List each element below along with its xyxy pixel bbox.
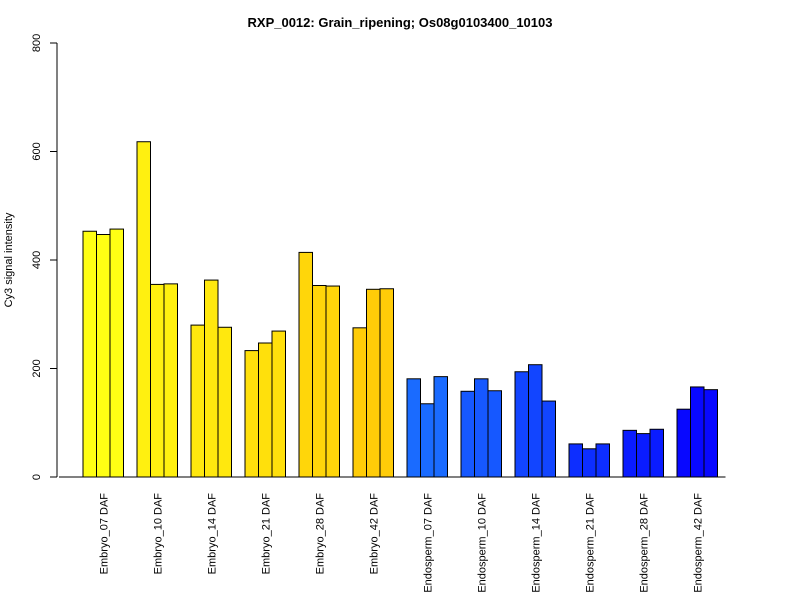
bar xyxy=(487,390,502,478)
x-category-label: Endosperm_14 DAF xyxy=(530,493,542,593)
bar xyxy=(676,408,691,478)
bar xyxy=(244,350,259,478)
y-axis: 0 200 400 600 800 xyxy=(31,34,58,480)
bar xyxy=(514,371,529,478)
bar xyxy=(420,403,435,478)
y-axis-label: Cy3 signal intensity xyxy=(3,212,15,307)
bar xyxy=(541,400,556,478)
y-tick-label: 200 xyxy=(31,359,43,377)
x-category-label: Embryo_28 DAF xyxy=(314,493,326,575)
bar xyxy=(109,228,124,478)
bar xyxy=(433,376,448,478)
bar xyxy=(366,288,381,478)
bar xyxy=(96,234,111,478)
x-category-label: Embryo_21 DAF xyxy=(260,493,272,575)
bar xyxy=(406,378,421,478)
bar xyxy=(325,285,340,478)
bar xyxy=(258,342,273,478)
bar xyxy=(582,448,597,478)
x-category-label: Embryo_10 DAF xyxy=(152,493,164,575)
bar xyxy=(379,288,394,478)
bar xyxy=(312,284,327,478)
x-category-label: Endosperm_07 DAF xyxy=(422,493,434,593)
bar xyxy=(568,443,583,478)
bar xyxy=(649,428,664,478)
y-tick-label: 600 xyxy=(31,142,43,160)
y-tick-label: 800 xyxy=(31,34,43,52)
y-tick-label: 400 xyxy=(31,251,43,269)
bar xyxy=(690,386,705,478)
bar xyxy=(217,326,232,478)
bar xyxy=(595,443,610,478)
bar xyxy=(82,230,97,478)
x-category-label: Endosperm_42 DAF xyxy=(692,493,704,593)
bar xyxy=(136,141,151,478)
bar xyxy=(636,433,651,478)
bar xyxy=(622,429,637,478)
bars xyxy=(82,141,718,478)
bar xyxy=(204,279,219,478)
x-category-label: Endosperm_28 DAF xyxy=(638,493,650,593)
bar xyxy=(163,283,178,478)
bar xyxy=(190,324,205,478)
bar xyxy=(352,327,367,478)
bar xyxy=(460,390,475,478)
bar xyxy=(150,283,165,478)
x-category-label: Embryo_14 DAF xyxy=(206,493,218,575)
bar xyxy=(271,330,286,478)
bar xyxy=(474,378,489,478)
x-category-label: Endosperm_21 DAF xyxy=(584,493,596,593)
chart-title: RXP_0012: Grain_ripening; Os08g0103400_1… xyxy=(248,15,553,30)
x-category-label: Embryo_42 DAF xyxy=(368,493,380,575)
x-category-label: Endosperm_10 DAF xyxy=(476,493,488,593)
x-category-label: Embryo_07 DAF xyxy=(98,493,110,575)
bar xyxy=(703,389,718,478)
bar xyxy=(298,251,313,478)
x-axis-labels: Embryo_07 DAF Embryo_10 DAF Embryo_14 DAF E… xyxy=(98,493,704,593)
y-tick-label: 0 xyxy=(31,474,43,480)
bar xyxy=(528,364,543,478)
